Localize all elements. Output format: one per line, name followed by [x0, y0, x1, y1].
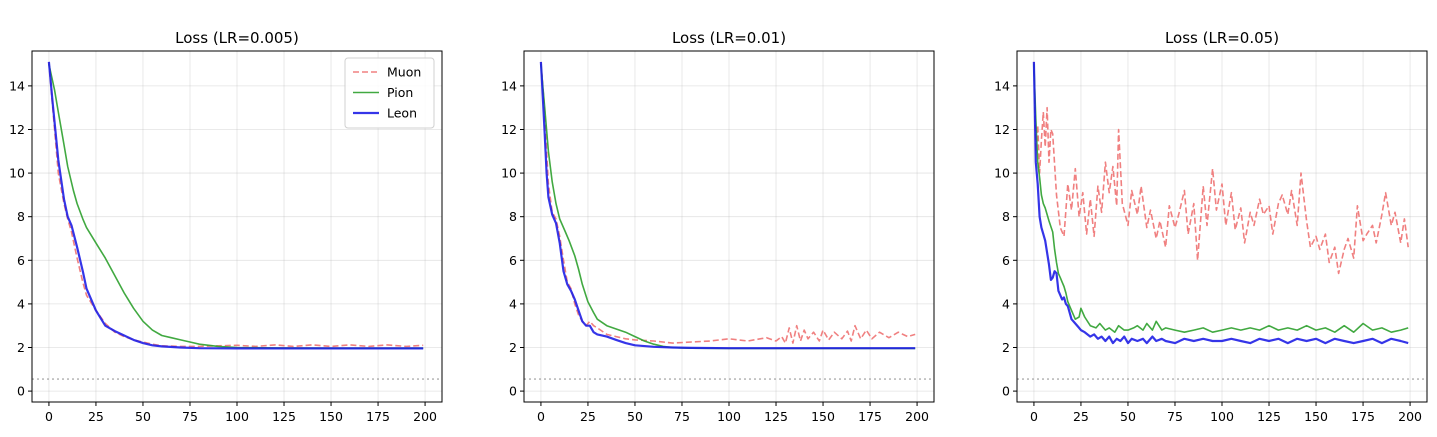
series-line-muon [1033, 61, 1409, 275]
chart-title: Loss (LR=0.01) [672, 29, 786, 47]
x-tick-label: 100 [1210, 409, 1234, 424]
series-line-muon [48, 61, 424, 348]
legend-label-leon: Leon [387, 106, 417, 121]
x-tick-label: 175 [1351, 409, 1375, 424]
series-line-pion [540, 64, 916, 350]
y-tick-label: 2 [17, 340, 25, 355]
x-tick-label: 75 [1167, 409, 1183, 424]
y-tick-label: 8 [17, 209, 25, 224]
legend-box [344, 57, 435, 129]
series-line-leon [539, 61, 916, 350]
x-tick-label: 125 [1257, 409, 1281, 424]
y-tick-label: 14 [994, 78, 1010, 93]
y-tick-label: 12 [9, 122, 25, 137]
x-tick-label: 150 [319, 409, 343, 424]
series-group [539, 61, 916, 350]
x-tick-label: 175 [366, 409, 390, 424]
y-tick-label: 4 [17, 296, 25, 311]
y-tick-label: 0 [17, 384, 25, 399]
series-line-pion [1033, 64, 1409, 334]
chart-3: 0 25 50 75 100 125 150 175 200 0 2 4 6 8 10 12 14 Loss (L… [994, 29, 1428, 424]
chart-title: Loss (LR=0.05) [1165, 29, 1279, 47]
x-tick-label: 75 [182, 409, 198, 424]
chart-2: 0 25 50 75 100 125 150 175 200 0 2 4 6 8 10 12 14 Loss (L… [501, 29, 935, 424]
y-tick-label: 10 [9, 166, 25, 181]
x-tick-label: 200 [905, 409, 929, 424]
y-tick-label: 2 [1002, 340, 1010, 355]
y-tick-label: 12 [501, 122, 517, 137]
x-tick-label: 150 [811, 409, 835, 424]
x-tick-label: 100 [225, 409, 249, 424]
x-tick-label: 50 [135, 409, 151, 424]
legend-label-muon: Muon [387, 65, 421, 80]
y-tick-label: 14 [9, 78, 25, 93]
y-tick-label: 10 [501, 166, 517, 181]
y-tick-label: 4 [1002, 296, 1010, 311]
series-line-leon [1032, 61, 1409, 345]
series-group [1032, 61, 1409, 345]
y-tick-label: 4 [509, 296, 517, 311]
legend-label-pion: Pion [387, 85, 413, 100]
y-tick-label: 0 [509, 384, 517, 399]
series-group [47, 61, 424, 350]
y-tick-label: 10 [994, 166, 1010, 181]
x-tick-label: 100 [717, 409, 741, 424]
x-tick-label: 50 [627, 409, 643, 424]
x-tick-label: 175 [858, 409, 882, 424]
y-tick-label: 6 [1002, 253, 1010, 268]
x-tick-label: 25 [1073, 409, 1089, 424]
x-tick-label: 125 [764, 409, 788, 424]
x-tick-label: 25 [580, 409, 596, 424]
y-tick-label: 6 [17, 253, 25, 268]
y-tick-label: 2 [509, 340, 517, 355]
chart-1: 0 25 50 75 100 125 150 175 200 0 2 4 6 8 10 12 14 Loss (L… [9, 29, 443, 424]
y-tick-label: 8 [509, 209, 517, 224]
y-tick-label: 8 [1002, 209, 1010, 224]
x-tick-label: 150 [1304, 409, 1328, 424]
x-tick-label: 200 [413, 409, 437, 424]
x-tick-label: 75 [674, 409, 690, 424]
y-tick-label: 0 [1002, 384, 1010, 399]
x-tick-label: 200 [1398, 409, 1422, 424]
y-tick-label: 6 [509, 253, 517, 268]
y-tick-label: 12 [994, 122, 1010, 137]
series-line-pion [48, 63, 424, 350]
series-line-leon [47, 61, 424, 350]
x-tick-label: 125 [272, 409, 296, 424]
series-line-muon [540, 61, 916, 344]
x-tick-label: 0 [45, 409, 53, 424]
x-tick-label: 25 [88, 409, 104, 424]
chart-title: Loss (LR=0.005) [175, 29, 299, 47]
x-tick-label: 0 [1030, 409, 1038, 424]
x-tick-label: 50 [1120, 409, 1136, 424]
y-tick-label: 14 [501, 78, 517, 93]
x-tick-label: 0 [537, 409, 545, 424]
